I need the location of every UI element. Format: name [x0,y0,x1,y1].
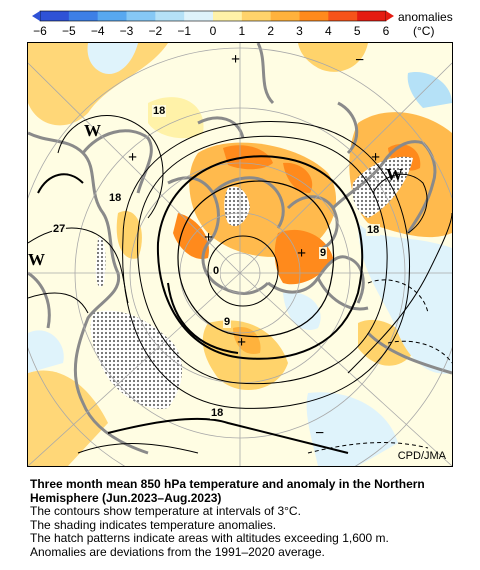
colorbar-bins [39,10,387,22]
caption-line: The hatch patterns indicate areas with a… [30,531,389,545]
colorbar-tick-label: −5 [62,24,76,38]
caption-line: Anomalies are deviations from the 1991–2… [30,544,325,559]
colorbar-tick-label: 3 [296,24,303,38]
contour-label: 27 [52,223,67,235]
contour-label: 18 [210,407,225,419]
colorbar-bin [68,11,99,21]
high-center-mark: + [371,149,381,166]
high-center-mark: + [231,51,241,68]
map-credit: CPD/JMA [397,450,446,462]
contour-label: 9 [223,316,232,328]
colorbar-bin [184,11,214,21]
contour-label: 0 [212,265,221,277]
map-caption: Three month mean 850 hPa temperature and… [30,477,470,559]
colorbar-bin [241,11,272,21]
high-center-mark: + [237,334,247,351]
colorbar-bin [299,11,329,21]
colorbar-tick-label: 1 [238,24,245,38]
colorbar-bin [213,11,243,21]
colorbar-tick-label: 0 [210,24,217,38]
colorbar-tick-label: −1 [177,24,191,38]
colorbar-tick-label: 4 [325,24,332,38]
caption-line: The contours show temperature at interva… [30,504,301,518]
colorbar-tick-label: 2 [267,24,274,38]
colorbar-bin [155,11,185,21]
low-center-mark: − [355,52,365,69]
warm-label: W [84,121,101,140]
contour-label: 18 [108,192,123,204]
colorbar-tick-label: −2 [148,24,162,38]
caption-line: The shading indicates temperature anomal… [30,517,277,532]
warm-label: W [28,250,45,269]
colorbar-tick-label: −6 [33,24,47,38]
colorbar-tick-label: 5 [354,24,361,38]
temperature-contours [28,115,452,454]
map-panel: 18 18 27 18 9 0 9 18 + + + + + + − − W W… [27,42,453,467]
caption-title: Three month mean 850 hPa temperature and… [30,477,425,505]
high-center-mark: + [297,245,307,262]
colorbar-tick-label: 6 [383,24,390,38]
colorbar-unit: (°C) [413,24,434,38]
colorbar-bin [357,11,387,21]
colorbar-bin [126,11,156,21]
terrain-hatch [90,156,413,409]
contour-label: 18 [152,105,167,117]
colorbar-tick-labels: −6 −5 −4 −3 −2 −1 0 1 2 3 4 5 6 [33,24,390,38]
contour-label: 9 [319,247,328,259]
colorbar-low-arrow [32,11,40,21]
colorbar-bin [270,11,300,21]
high-center-mark: + [204,229,214,246]
colorbar-bin [40,11,70,21]
graticule [28,43,452,466]
colorbar-bin [97,11,127,21]
colorbar-high-arrow [386,11,394,21]
contour-label: 18 [366,224,381,236]
low-center-mark: − [315,425,325,442]
colorbar-bin [328,11,358,21]
anomaly-colorbar: −6 −5 −4 −3 −2 −1 0 1 2 3 4 5 6 anomalies (°C) [32,10,453,38]
colorbar-unit-label: anomalies [398,10,453,24]
polar-map [28,43,452,466]
colorbar-tick-label: −3 [120,24,134,38]
warm-label: W [386,165,403,184]
colorbar-tick-label: −4 [91,24,105,38]
high-center-mark: + [128,149,138,166]
